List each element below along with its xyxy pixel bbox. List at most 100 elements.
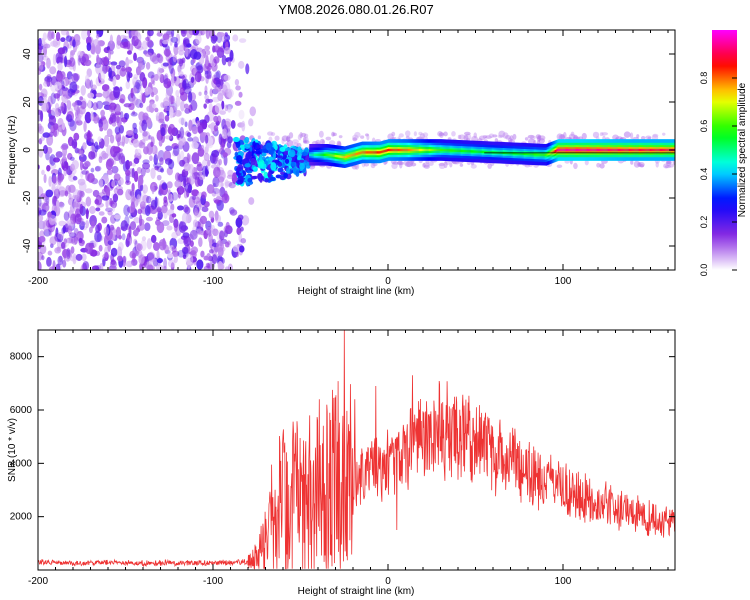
heatmap-cell	[274, 144, 278, 151]
heatmap-cell	[80, 100, 87, 110]
heatmap-cell	[205, 226, 214, 235]
heatmap-cell	[179, 87, 185, 96]
heatmap-cell	[50, 243, 54, 249]
heatmap-cell	[315, 153, 318, 156]
heatmap-cell	[570, 148, 573, 152]
heatmap-cell	[215, 188, 221, 198]
heatmap-cell	[516, 152, 518, 155]
heatmap-cell	[116, 116, 122, 128]
heatmap-cell	[43, 173, 47, 184]
heatmap-cell	[67, 225, 73, 235]
heatmap-cell	[57, 231, 65, 240]
heatmap-cell	[71, 72, 79, 83]
heatmap-cell	[214, 102, 223, 114]
heatmap-cell	[332, 154, 334, 157]
heatmap-cell	[134, 30, 141, 38]
heatmap-cell	[160, 102, 165, 108]
heatmap-cell	[101, 195, 110, 201]
heatmap-cell	[331, 154, 333, 157]
heatmap-cell	[211, 254, 218, 265]
heatmap-cell	[456, 149, 458, 152]
heatmap-cell	[38, 260, 42, 270]
heatmap-cell	[302, 140, 307, 144]
heatmap-cell	[121, 66, 126, 72]
heatmap-cell	[390, 148, 392, 152]
heatmap-cell	[367, 151, 369, 154]
heatmap-cell	[341, 155, 344, 159]
heatmap-cell	[58, 220, 66, 227]
heatmap-cell	[38, 52, 44, 63]
heatmap-cell	[174, 100, 178, 112]
heatmap-cell	[557, 149, 559, 152]
heatmap-cell	[223, 120, 231, 133]
heatmap-cell	[402, 148, 405, 152]
heatmap-cell	[78, 190, 85, 198]
heatmap-cell	[117, 255, 123, 262]
heatmap-cell	[178, 221, 187, 233]
heatmap-cell	[292, 139, 299, 144]
bottom-y-axis-label: SNR (10 * v/v)	[7, 418, 18, 482]
heatmap-cell	[86, 54, 92, 59]
heatmap-cell	[65, 237, 74, 244]
heatmap-cell	[205, 170, 209, 175]
heatmap-cell	[184, 182, 193, 193]
heatmap-cell	[61, 87, 66, 96]
heatmap-cell	[175, 33, 181, 45]
heatmap-cell	[393, 148, 395, 152]
heatmap-cell	[248, 197, 255, 205]
heatmap-cell	[38, 109, 42, 115]
heatmap-cell	[149, 155, 153, 162]
heatmap-cell	[250, 157, 256, 166]
heatmap-cell	[667, 148, 669, 152]
heatmap-cell	[58, 190, 67, 196]
heatmap-cell	[168, 123, 176, 136]
heatmap-cell	[422, 162, 426, 168]
heatmap-cell	[605, 148, 607, 152]
heatmap-cell	[404, 148, 407, 152]
heatmap-cell	[116, 246, 123, 259]
heatmap-cell	[178, 117, 186, 125]
heatmap-cell	[224, 104, 229, 112]
heatmap-cell	[67, 89, 76, 94]
heatmap-cell	[62, 259, 67, 268]
heatmap-cell	[144, 52, 153, 57]
heatmap-cell	[573, 148, 576, 152]
heatmap-cell	[75, 253, 83, 261]
heatmap-cell	[401, 148, 404, 152]
heatmap-cell	[82, 260, 90, 270]
heatmap-cell	[57, 175, 64, 183]
heatmap-cell	[206, 184, 215, 194]
heatmap-cell	[162, 62, 169, 67]
heatmap-cell	[132, 139, 140, 148]
heatmap-cell	[260, 176, 265, 180]
heatmap-cell	[43, 144, 48, 154]
heatmap-cell	[449, 149, 452, 152]
heatmap-cell	[217, 92, 224, 102]
heatmap-cell	[71, 159, 79, 170]
heatmap-cell	[100, 57, 109, 66]
heatmap-cell	[614, 148, 617, 152]
heatmap-cell	[150, 167, 156, 180]
colorbar-tick-label: 0.4	[699, 168, 709, 181]
heatmap-cell	[653, 148, 656, 152]
heatmap-cell	[131, 97, 139, 106]
heatmap-cell	[435, 148, 437, 152]
heatmap-cell	[86, 42, 92, 51]
heatmap-cell	[438, 132, 445, 137]
heatmap-cell	[459, 163, 464, 167]
heatmap-cell	[422, 162, 430, 168]
heatmap-cell	[235, 167, 242, 172]
heatmap-cell	[580, 148, 582, 152]
heatmap-cell	[383, 149, 386, 153]
heatmap-cell	[182, 37, 190, 45]
heatmap-cell	[119, 34, 127, 40]
heatmap-cell	[594, 148, 597, 152]
heatmap-cell	[107, 210, 113, 216]
heatmap-cell	[637, 148, 640, 152]
heatmap-cell	[191, 195, 197, 201]
heatmap-cell	[212, 176, 220, 188]
heatmap-cell	[459, 149, 461, 153]
heatmap-cell	[230, 119, 236, 129]
heatmap-cell	[236, 179, 244, 185]
